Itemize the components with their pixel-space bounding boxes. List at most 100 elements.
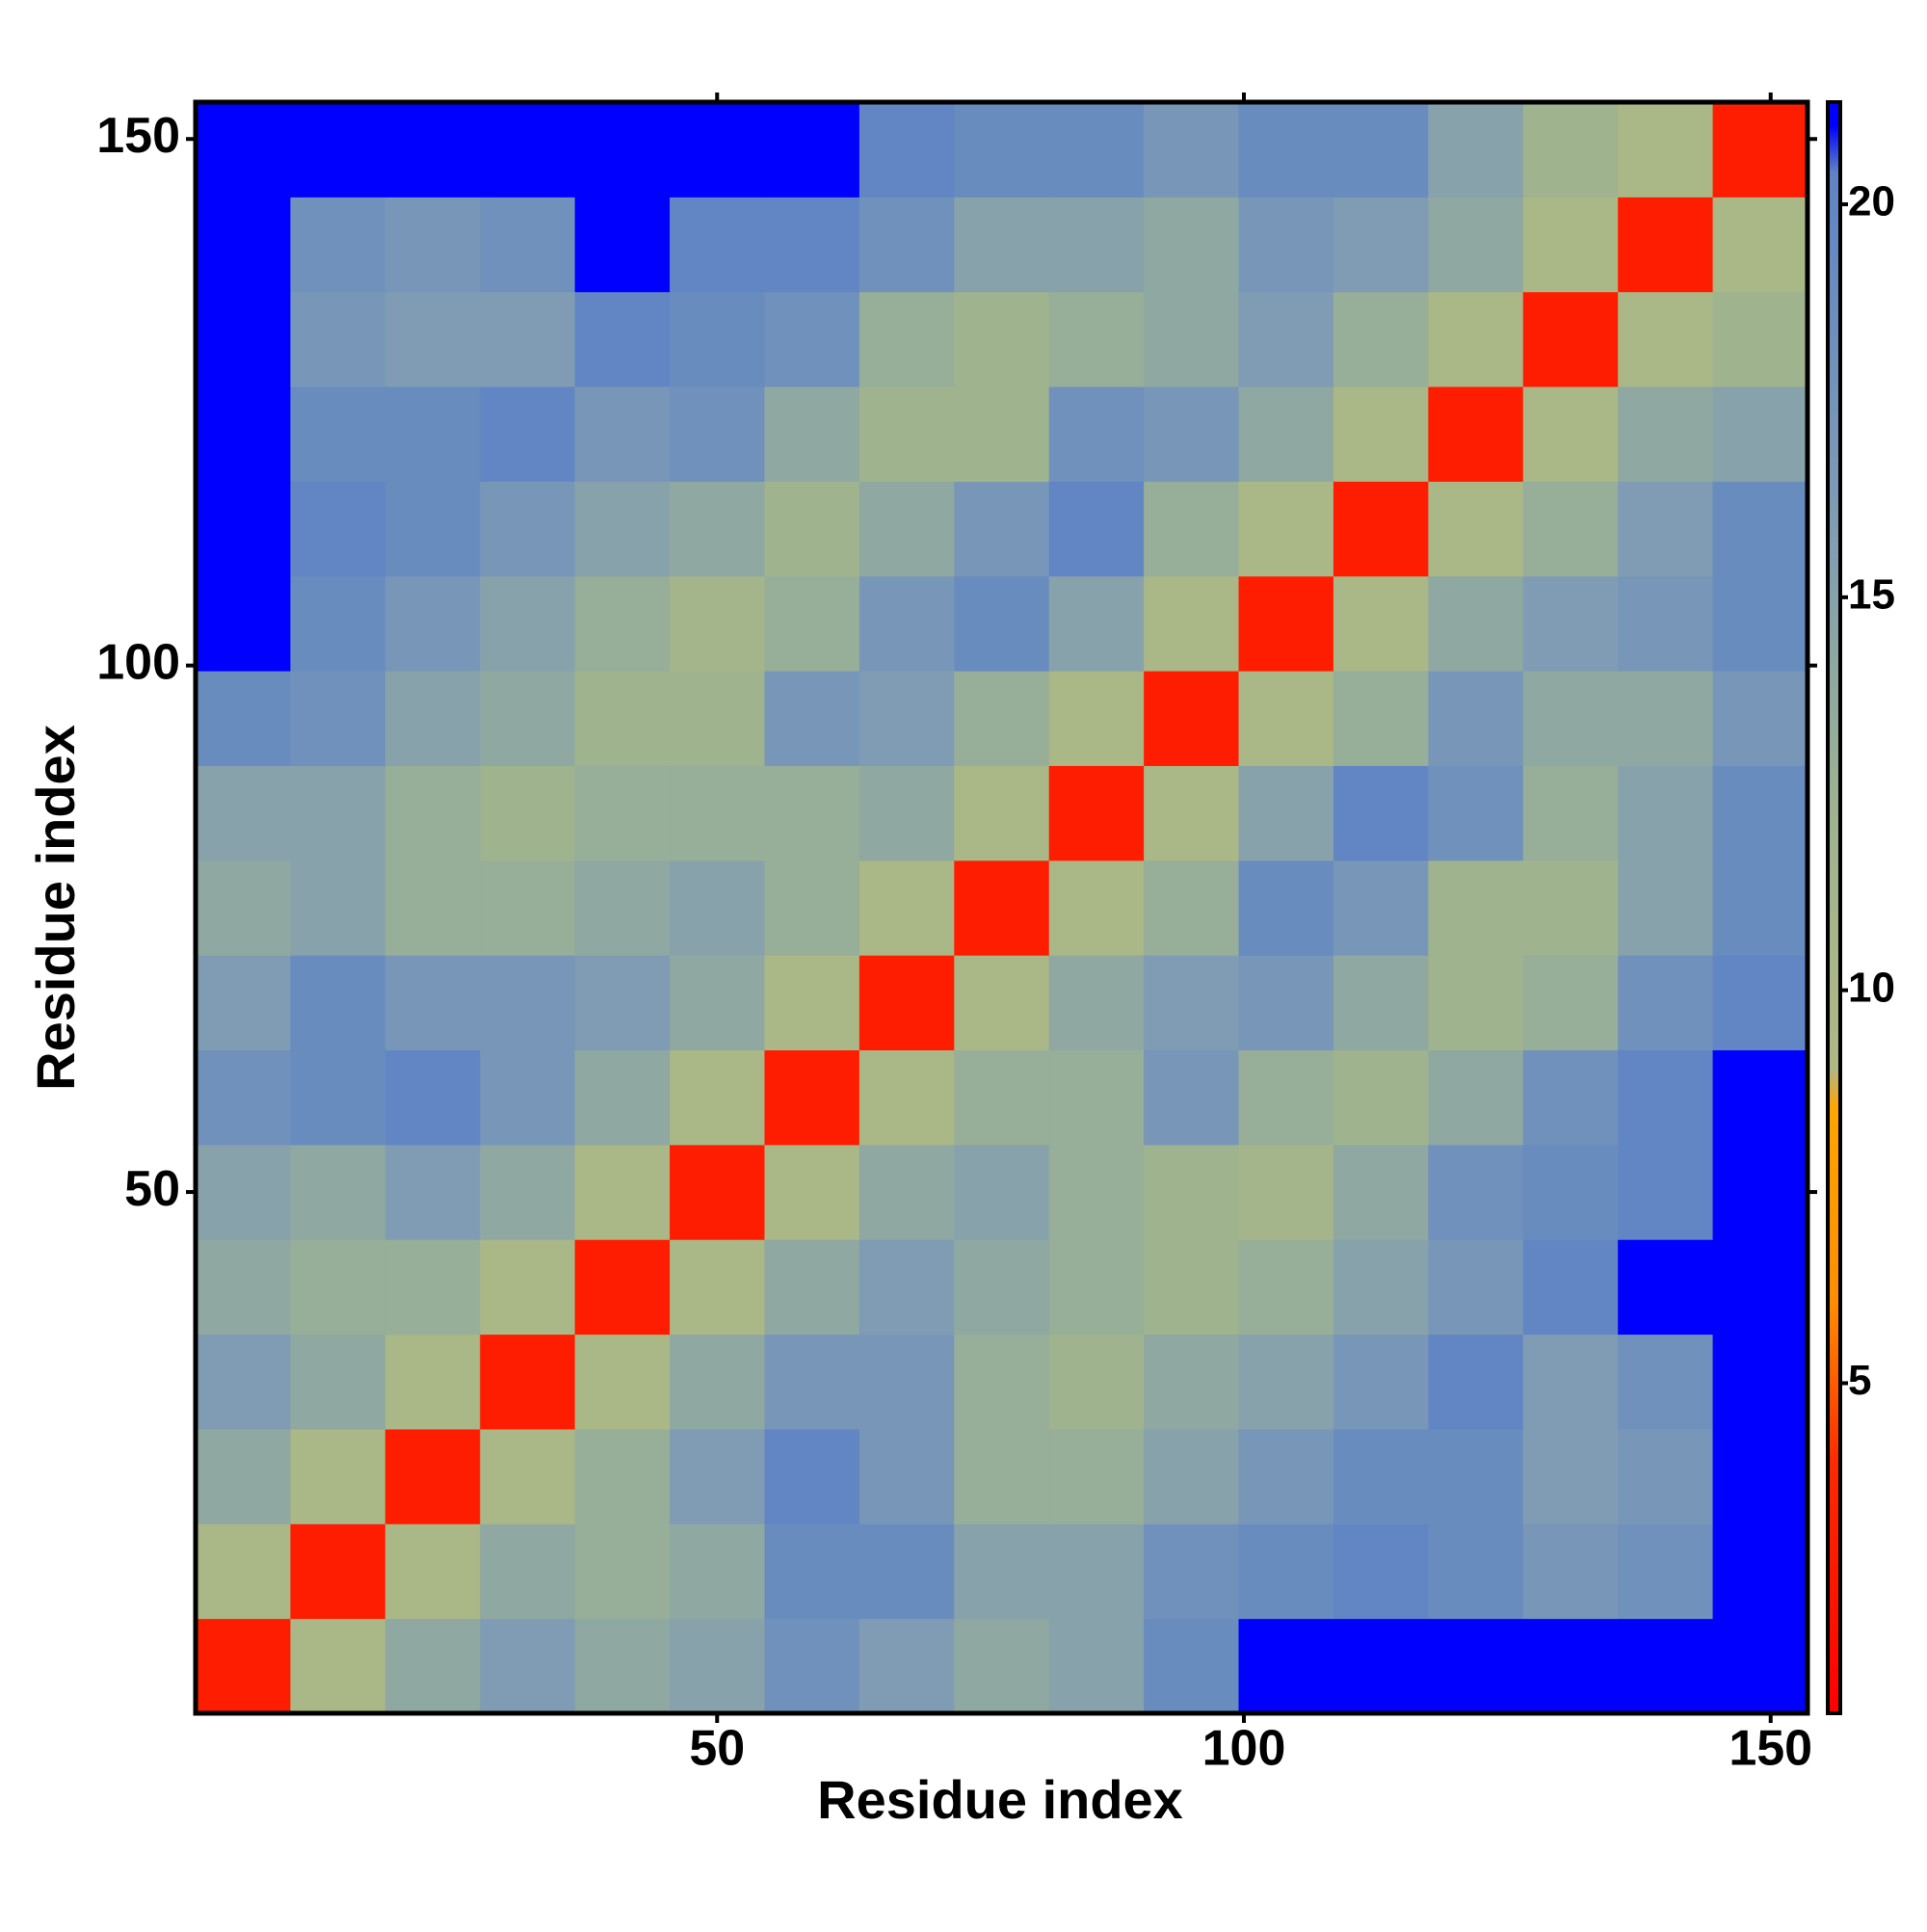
heatmap-cell — [196, 102, 291, 198]
heatmap-cell — [574, 765, 671, 861]
heatmap-cell — [1618, 860, 1714, 956]
heatmap-cell — [858, 102, 955, 198]
heatmap-cell — [764, 197, 860, 293]
heatmap-cell — [290, 575, 386, 672]
heatmap-cell — [1144, 860, 1240, 956]
x-tick-label: 150 — [1729, 1721, 1812, 1777]
heatmap-cell — [574, 386, 671, 482]
heatmap-cell — [1428, 1618, 1524, 1714]
heatmap-cell — [574, 197, 671, 293]
heatmap-cell — [384, 860, 481, 956]
heatmap-cell — [290, 1618, 386, 1714]
heatmap-cell — [1522, 1618, 1619, 1714]
heatmap-cell — [1712, 1334, 1808, 1430]
heatmap-cell — [1712, 1144, 1808, 1240]
heatmap-cell — [1238, 386, 1334, 482]
heatmap-cell — [1712, 1523, 1808, 1620]
heatmap-cell — [670, 575, 765, 672]
heatmap-cell — [858, 386, 955, 482]
heatmap-cell — [954, 481, 1050, 577]
heatmap-cell — [1618, 1523, 1714, 1620]
y-tick-label: 100 — [96, 634, 180, 690]
heatmap-cell — [1522, 386, 1619, 482]
x-axis-title: Residue index — [817, 1769, 1183, 1830]
heatmap-cell — [858, 575, 955, 672]
heatmap-cell — [290, 1523, 386, 1620]
heatmap-cell — [574, 1523, 671, 1620]
heatmap-cell — [1522, 1428, 1619, 1524]
heatmap-cell — [480, 575, 576, 672]
heatmap-cell — [858, 1618, 955, 1714]
heatmap-cell — [670, 860, 765, 956]
heatmap-cell — [1618, 197, 1714, 293]
heatmap-cell — [290, 386, 386, 482]
heatmap-cell — [384, 386, 481, 482]
heatmap-cell — [290, 955, 386, 1051]
heatmap-cell — [1144, 481, 1240, 577]
heatmap-cell — [196, 1334, 291, 1430]
heatmap-cell — [764, 102, 860, 198]
heatmap-cell — [480, 1144, 576, 1240]
heatmap-cell — [1144, 671, 1240, 766]
heatmap-cell — [1048, 671, 1145, 766]
heatmap-cell — [480, 671, 576, 766]
heatmap-cell — [1522, 1239, 1619, 1336]
heatmap-cell — [1618, 1144, 1714, 1240]
heatmap-cell — [290, 102, 386, 198]
heatmap-cell — [670, 671, 765, 766]
heatmap-cell — [1144, 102, 1240, 198]
heatmap-cell — [384, 765, 481, 861]
heatmap-cell — [670, 765, 765, 861]
heatmap-cell — [1048, 575, 1145, 672]
heatmap-cell — [574, 1334, 671, 1430]
heatmap-cell — [384, 291, 481, 387]
heatmap-cell — [1048, 1618, 1145, 1714]
heatmap-cell — [196, 386, 291, 482]
heatmap-cell — [574, 860, 671, 956]
heatmap-cell — [1333, 481, 1429, 577]
heatmap-cell — [954, 765, 1050, 861]
heatmap-cell — [1048, 102, 1145, 198]
heatmap-cell — [290, 1334, 386, 1430]
heatmap-cell — [196, 197, 291, 293]
heatmap-cell — [1333, 1428, 1429, 1524]
heatmap-cell — [670, 1144, 765, 1240]
heatmap-cell — [1522, 1523, 1619, 1620]
heatmap-cell — [1333, 1618, 1429, 1714]
heatmap-cell — [858, 1523, 955, 1620]
heatmap-cell — [1712, 291, 1808, 387]
heatmap-cell — [1522, 481, 1619, 577]
heatmap-cell — [1333, 765, 1429, 861]
heatmap-cell — [1144, 575, 1240, 672]
heatmap-cell — [764, 860, 860, 956]
heatmap-cell — [1618, 1618, 1714, 1714]
heatmap-cell — [1238, 1523, 1334, 1620]
heatmap-cell — [384, 671, 481, 766]
heatmap-cell — [480, 1428, 576, 1524]
heatmap-cell — [1048, 1049, 1145, 1146]
heatmap-cell — [1333, 1144, 1429, 1240]
heatmap-cell — [670, 955, 765, 1051]
heatmap-cell — [954, 386, 1050, 482]
x-tick-label: 50 — [689, 1721, 745, 1777]
heatmap-cell — [480, 1049, 576, 1146]
heatmap-cell — [574, 955, 671, 1051]
heatmap-cell — [1238, 765, 1334, 861]
heatmap-cell — [1333, 671, 1429, 766]
heatmap-cell — [480, 291, 576, 387]
heatmap-cell — [290, 481, 386, 577]
heatmap-cell — [858, 1144, 955, 1240]
heatmap-cell — [1428, 1239, 1524, 1336]
heatmap-cell — [1048, 481, 1145, 577]
heatmap-cell — [954, 860, 1050, 956]
heatmap-cell — [574, 1144, 671, 1240]
heatmap-cell — [1712, 1428, 1808, 1524]
heatmap-cell — [1238, 1618, 1334, 1714]
heatmap-cell — [764, 1428, 860, 1524]
heatmap-cell — [764, 1144, 860, 1240]
heatmap-cell — [384, 1144, 481, 1240]
heatmap-cell — [1522, 102, 1619, 198]
heatmap-cell — [954, 197, 1050, 293]
heatmap-cell — [1333, 575, 1429, 672]
heatmap-cell — [1428, 481, 1524, 577]
